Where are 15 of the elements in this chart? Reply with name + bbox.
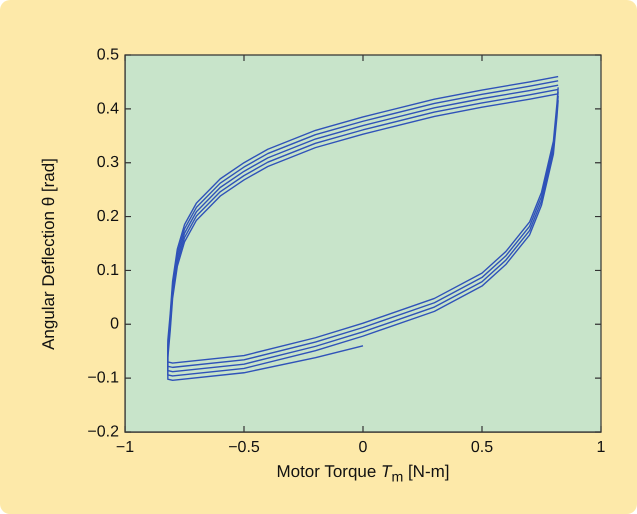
x-tick-label: 1: [596, 439, 606, 456]
y-tick-label: 0: [110, 316, 120, 333]
x-axis-title: Motor Torque T$_{m}$ [N-m]: [275, 462, 451, 486]
x-tick-label: 0.5: [470, 439, 494, 456]
y-tick-label: −0.1: [87, 370, 120, 387]
y-tick-label: 0.2: [96, 208, 120, 225]
y-tick-label: 0.5: [96, 46, 120, 64]
y-tick-label: 0.4: [96, 100, 120, 118]
x-tick-label: −0.5: [228, 439, 260, 456]
y-tick-label: −0.2: [87, 423, 120, 440]
y-axis-title: Angular Deflection θ [rad]: [39, 157, 59, 352]
x-tick-label: −1: [116, 439, 134, 456]
y-tick-label: 0.3: [96, 154, 120, 172]
x-tick-label: 0: [358, 439, 368, 456]
y-tick-label: 0.1: [96, 262, 120, 279]
